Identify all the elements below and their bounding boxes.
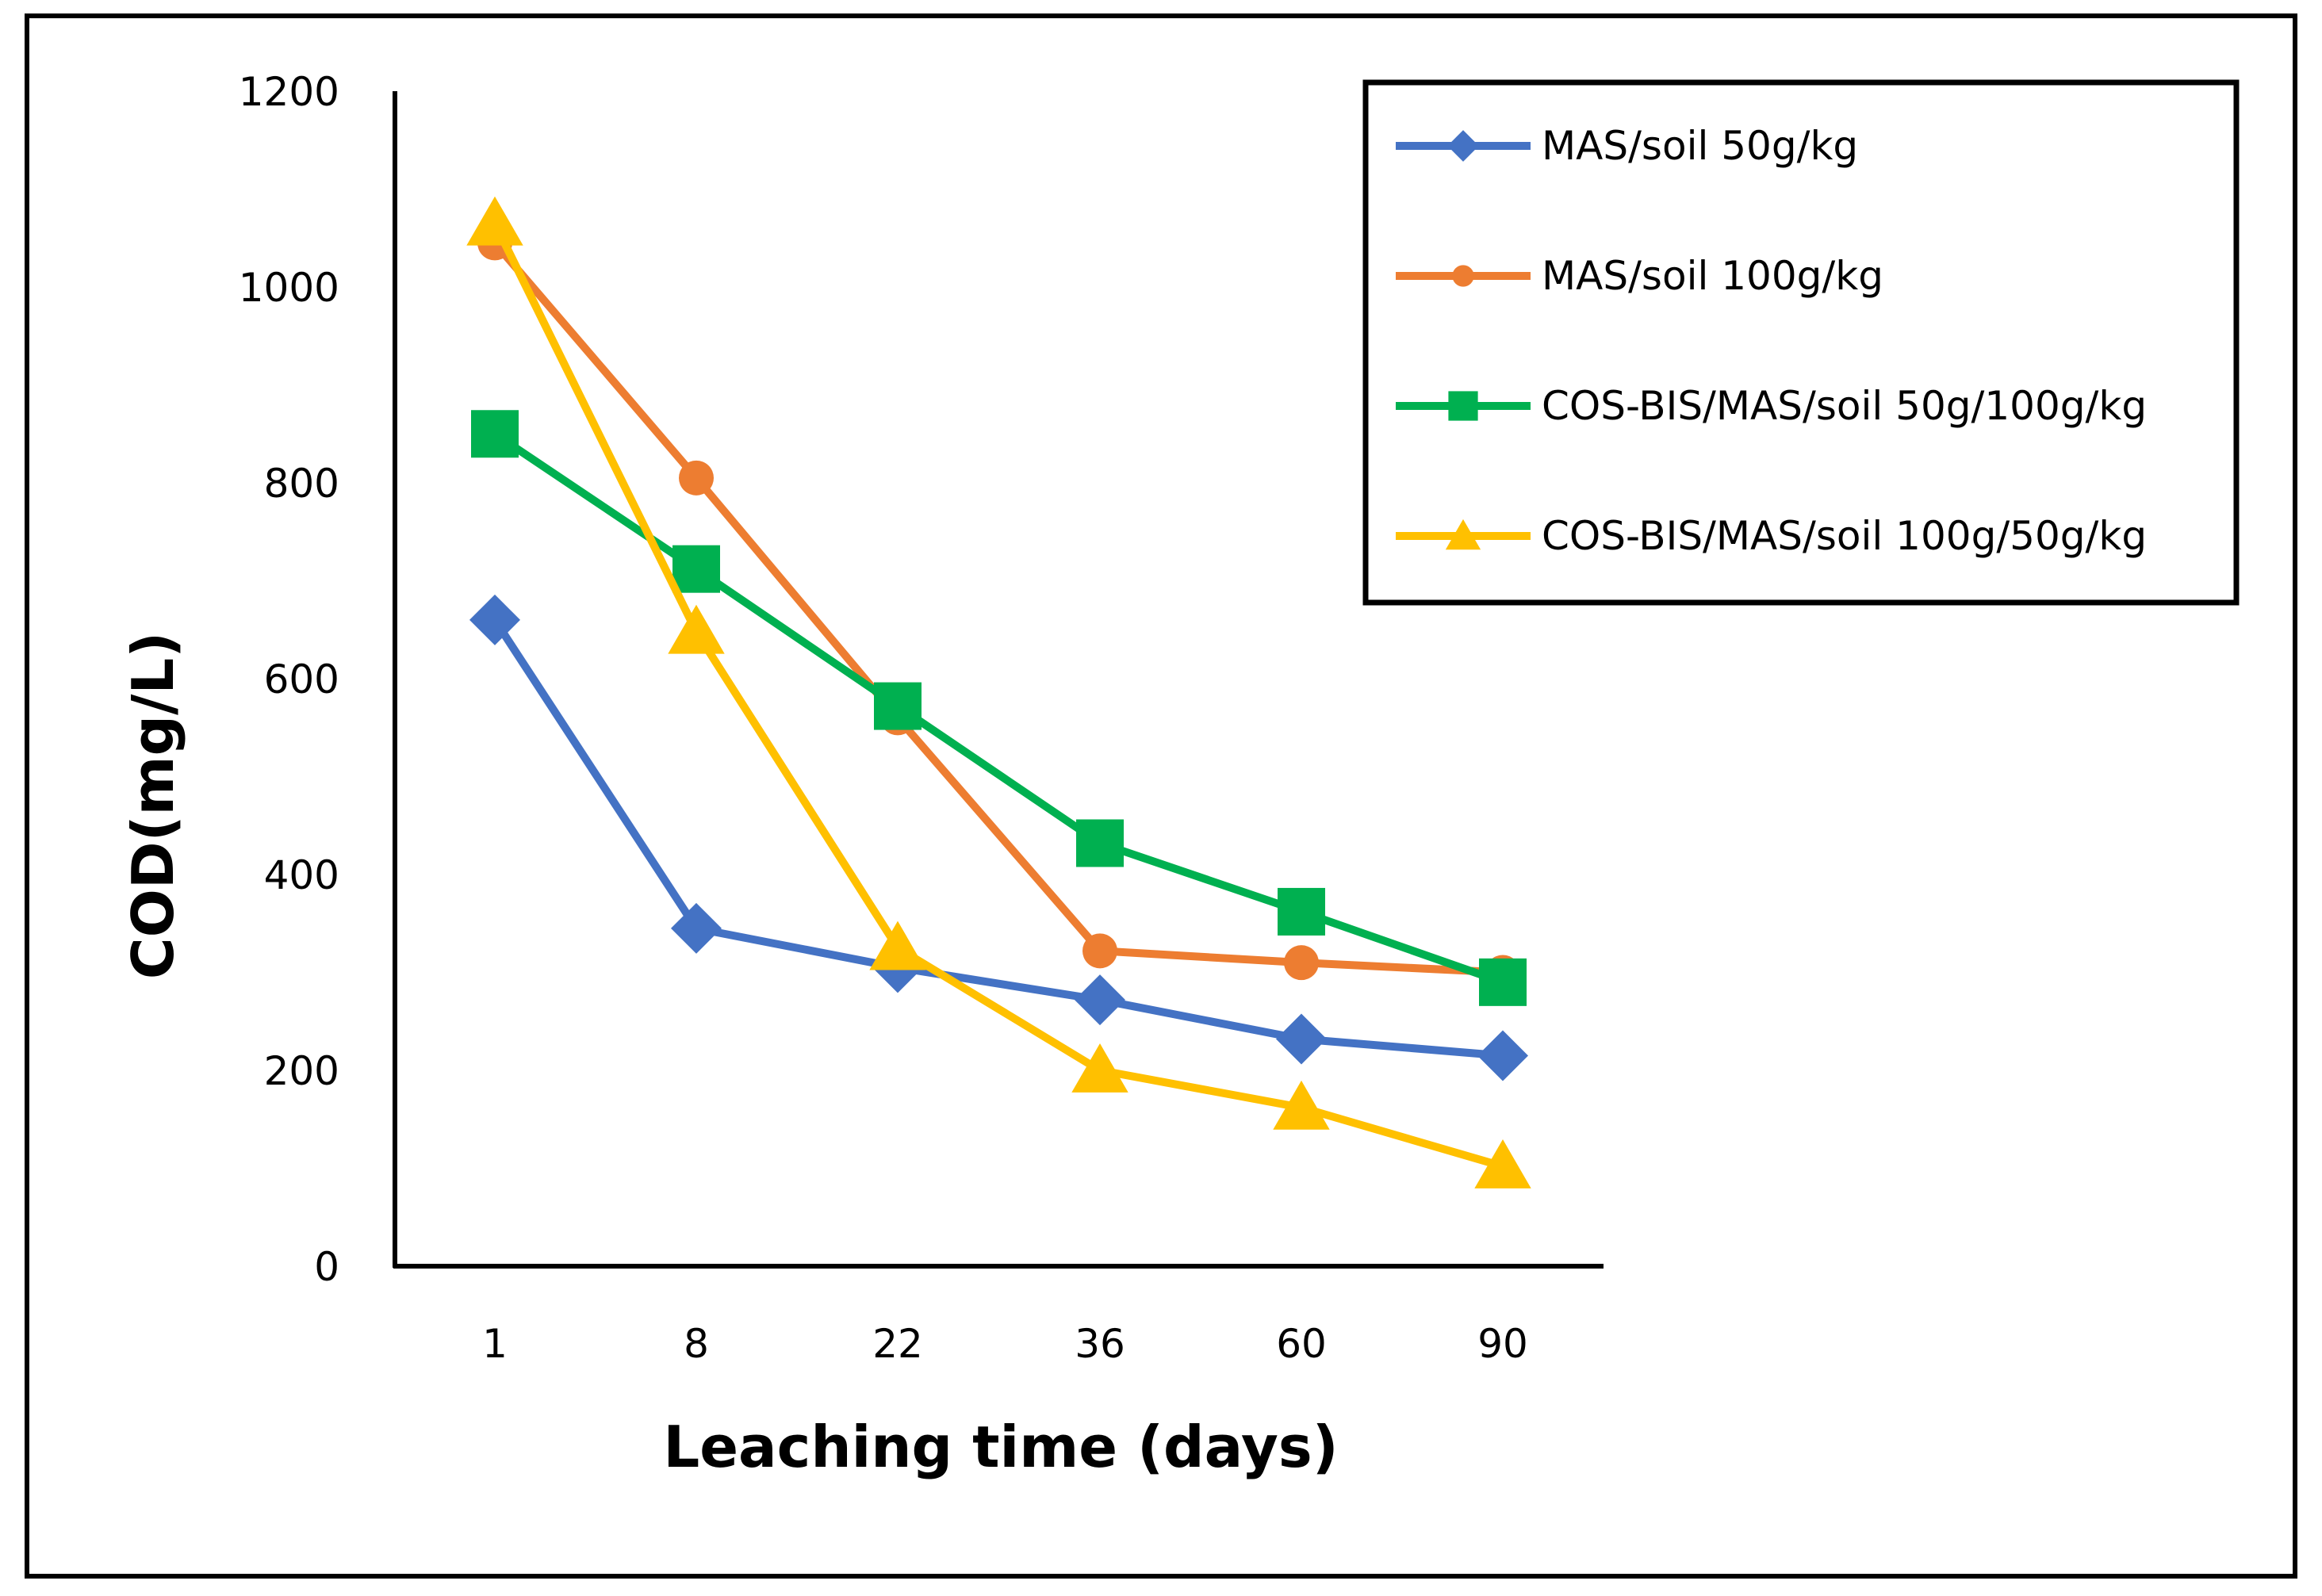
legend-label: MAS/soil 100g/kg [1542, 253, 1883, 299]
circle-marker [679, 460, 714, 496]
series-4 [466, 196, 1531, 1188]
legend-entry-2: MAS/soil 100g/kg [1396, 253, 1883, 299]
y-axis-title: COD(mg/L) [120, 632, 186, 979]
diamond-marker [1075, 974, 1125, 1026]
series-line [491, 239, 1507, 977]
circle-marker [1284, 945, 1319, 981]
legend-box [1362, 79, 2240, 606]
x-tick-label: 36 [1075, 1321, 1125, 1367]
square-marker [471, 410, 519, 458]
x-tick-label: 22 [872, 1321, 923, 1367]
series-line [491, 615, 1507, 1060]
legend-label: COS-BIS/MAS/soil 100g/50g/kg [1542, 513, 2147, 559]
square-marker [1479, 958, 1527, 1006]
legend-entry-4: COS-BIS/MAS/soil 100g/50g/kg [1396, 513, 2147, 559]
triangle-marker [1445, 519, 1481, 550]
square-marker [1448, 391, 1478, 421]
legend: MAS/soil 50g/kg MAS/soil 100g/kg COS-BIS/M… [1362, 79, 2240, 606]
series-line [491, 430, 1507, 986]
x-axis-title: Leaching time (days) [663, 1414, 1338, 1480]
y-tick-label: 0 [314, 1244, 339, 1290]
triangle-marker [668, 604, 725, 654]
y-tick-label: 200 [264, 1048, 339, 1094]
diamond-marker [1477, 1030, 1528, 1081]
square-marker [672, 545, 720, 593]
diamond-marker [1447, 130, 1479, 162]
legend-label: COS-BIS/MAS/soil 50g/100g/kg [1542, 383, 2147, 429]
y-tick-labels: 0 200 400 600 800 1000 1200 [239, 69, 339, 1290]
series-3 [471, 410, 1527, 1006]
square-marker [874, 682, 922, 730]
x-tick-label: 1 [482, 1321, 508, 1367]
triangle-marker [1474, 1139, 1531, 1188]
circle-marker [1082, 933, 1117, 969]
triangle-marker [1273, 1080, 1330, 1130]
triangle-marker [1071, 1043, 1128, 1093]
y-tick-label: 400 [264, 852, 339, 898]
y-tick-label: 600 [264, 656, 339, 702]
diamond-marker [469, 594, 520, 645]
diamond-marker [1276, 1013, 1327, 1065]
x-tick-label: 8 [684, 1321, 709, 1367]
y-tick-label: 800 [264, 461, 339, 507]
y-tick-label: 1200 [239, 69, 339, 115]
circle-marker [1452, 265, 1474, 287]
x-tick-label: 60 [1276, 1321, 1327, 1367]
square-marker [1278, 887, 1325, 936]
triangle-marker [466, 196, 523, 246]
diamond-marker [671, 902, 722, 954]
legend-entry-1: MAS/soil 50g/kg [1396, 123, 1858, 169]
y-tick-label: 1000 [239, 265, 339, 311]
square-marker [1076, 819, 1124, 867]
x-tick-labels: 1 8 22 36 60 90 [482, 1321, 1528, 1367]
triangle-marker [869, 920, 926, 970]
axes [393, 91, 1604, 1269]
x-tick-label: 90 [1477, 1321, 1528, 1367]
legend-label: MAS/soil 50g/kg [1542, 123, 1858, 169]
series-line [491, 219, 1507, 1171]
legend-entry-3: COS-BIS/MAS/soil 50g/100g/kg [1396, 383, 2147, 429]
series-group [466, 196, 1531, 1188]
